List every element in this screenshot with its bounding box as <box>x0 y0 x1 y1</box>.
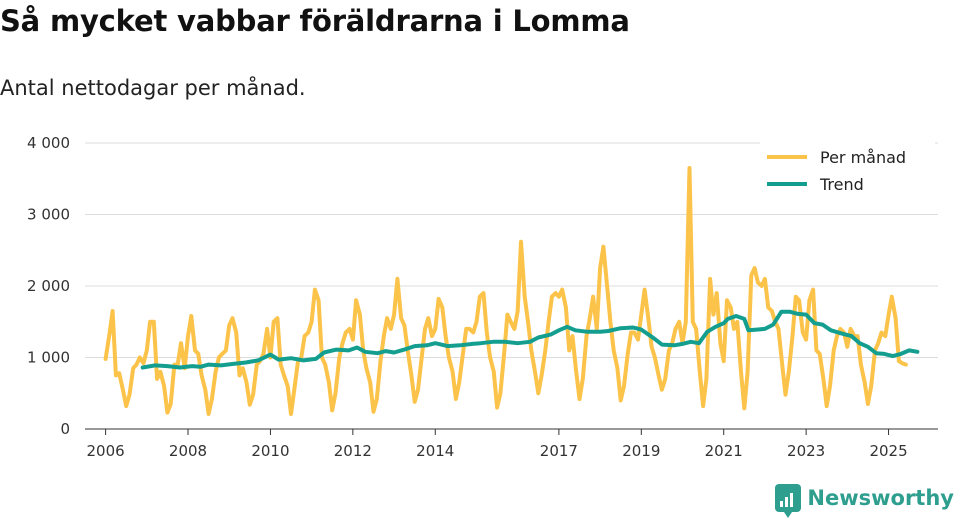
brand-name: Newsworthy <box>807 486 954 510</box>
x-tick-label: 2006 <box>87 442 125 460</box>
x-tick-label: 2025 <box>869 442 907 460</box>
legend-label: Per månad <box>820 148 906 167</box>
y-tick-label: 4 000 <box>27 134 70 152</box>
legend-label: Trend <box>819 175 864 194</box>
brand-logo: Newsworthy <box>775 484 954 518</box>
legend-background <box>760 140 935 202</box>
y-tick-label: 2 000 <box>27 277 70 295</box>
chart-subtitle: Antal nettodagar per månad. <box>0 76 306 100</box>
newsworthy-icon <box>775 484 802 518</box>
series-line-per-manad <box>103 166 908 416</box>
x-tick-label: 2012 <box>334 442 372 460</box>
y-axis: 0 1 000 2 000 3 000 4 000 <box>27 134 70 438</box>
series-group <box>103 166 920 416</box>
x-tick-label: 2019 <box>622 442 660 460</box>
x-tick-label: 2017 <box>540 442 578 460</box>
chart-title: Så mycket vabbar föräldrarna i Lomma <box>0 4 630 38</box>
y-tick-label: 0 <box>60 420 70 438</box>
series-line-trend <box>140 309 920 370</box>
y-tick-label: 3 000 <box>27 206 70 224</box>
x-tick-label: 2023 <box>787 442 825 460</box>
x-tick-label: 2010 <box>251 442 289 460</box>
legend: Per månad Trend <box>760 140 935 202</box>
x-tick-label: 2008 <box>169 442 207 460</box>
x-axis: 2006 2008 2010 2012 2014 2017 2019 2021 2023 2025 <box>85 428 938 460</box>
x-tick-label: 2021 <box>705 442 743 460</box>
x-tick-label: 2014 <box>416 442 454 460</box>
y-tick-label: 1 000 <box>27 349 70 367</box>
